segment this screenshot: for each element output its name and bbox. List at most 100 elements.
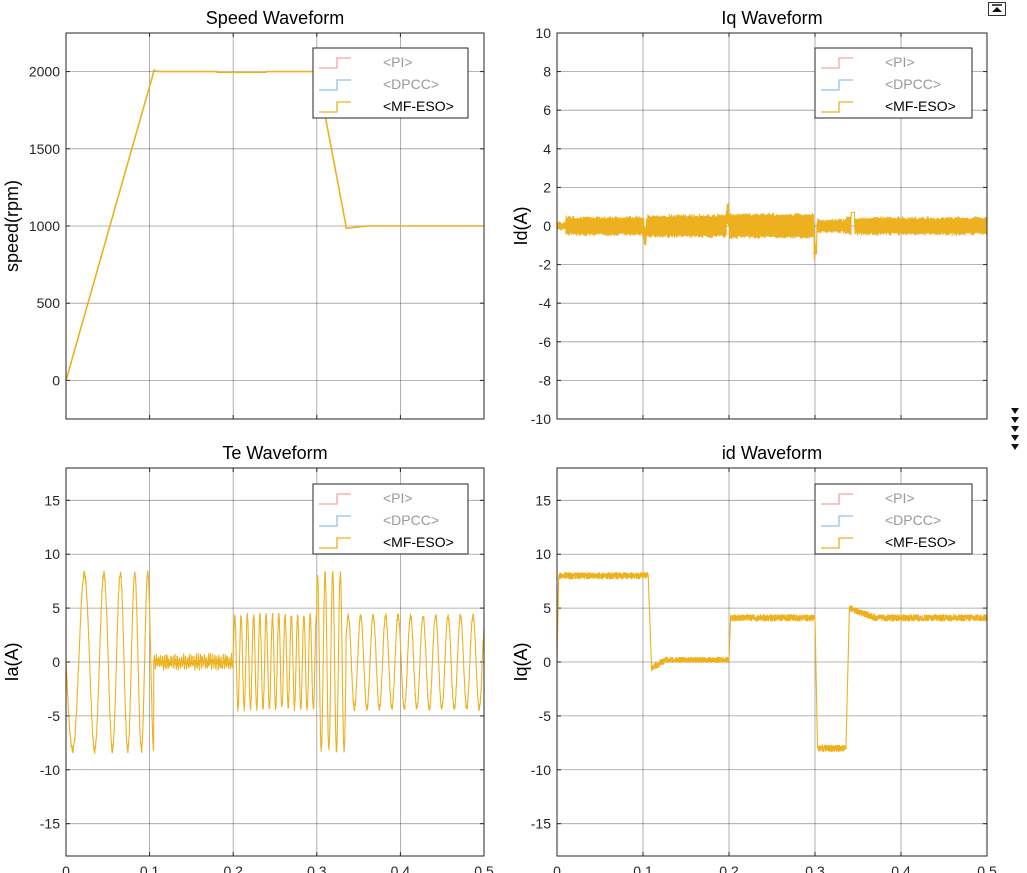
legend-box: [814, 47, 973, 119]
y-tick-label: -10: [40, 762, 60, 778]
y-tick-label: -2: [539, 257, 552, 273]
legend-entry[interactable]: <DPCC>: [885, 512, 941, 528]
chart-title: Speed Waveform: [206, 8, 344, 28]
arrow-down-icon: [1011, 408, 1019, 414]
legend[interactable]: <PI> <DPCC> <MF-ESO>: [312, 483, 469, 555]
expand-button[interactable]: [988, 2, 1006, 16]
x-tick-label: 0.4: [391, 863, 411, 873]
axes-box: [65, 467, 485, 857]
legend[interactable]: <PI> <DPCC> <MF-ESO>: [312, 47, 469, 119]
y-tick-label: 2: [543, 179, 551, 195]
y-tick-label: 500: [37, 295, 61, 311]
y-tick-label: 0: [52, 372, 60, 388]
x-tick-label: 0.3: [307, 863, 327, 873]
legend-box: [814, 483, 973, 555]
legend-entry[interactable]: <PI>: [383, 490, 413, 506]
series-line-mf-eso: [65, 570, 485, 755]
axes-box: [65, 32, 485, 420]
x-tick-label: 0.1: [633, 863, 653, 873]
series-line-mf-eso: [556, 203, 988, 261]
legend-swatch: [821, 515, 853, 527]
y-tick-label: 10: [44, 546, 60, 562]
legend[interactable]: <PI> <DPCC> <MF-ESO>: [814, 483, 973, 555]
legend-entry[interactable]: <DPCC>: [383, 512, 439, 528]
legend-entry[interactable]: <MF-ESO>: [383, 534, 454, 550]
legend-box: [312, 47, 469, 119]
y-tick-label: 5: [543, 600, 551, 616]
chart-panel-4: -15 -10 -5 0 5 10 15 0 0.1 0.2 0.3 0.4 0.5 id Wavefor…: [511, 443, 997, 873]
y-tick-label: -5: [48, 708, 61, 724]
y-tick-label: 15: [44, 492, 60, 508]
y-axis-label: Id(A): [511, 206, 531, 245]
chart-panel-2: -10 -8 -6 -4 -2 0 2 4 6 8 10 Iq Waveform Id(A) <PI> <D…: [511, 8, 988, 427]
y-axis-label: speed(rpm): [2, 180, 22, 272]
legend-entry[interactable]: <PI>: [885, 490, 915, 506]
arrow-down-icon: [1011, 426, 1019, 432]
chart-panel-1: 0 500 1000 1500 2000 Speed Waveform speed(rpm)…: [2, 8, 485, 420]
legend-entry[interactable]: <PI>: [885, 54, 915, 70]
y-axis-label: Iq(A): [511, 642, 531, 681]
legend-entry[interactable]: <MF-ESO>: [383, 98, 454, 114]
y-tick-label: -5: [539, 708, 552, 724]
legend-swatch: [319, 101, 351, 113]
legend-entry[interactable]: <DPCC>: [885, 76, 941, 92]
x-tick-label: 0: [62, 863, 70, 873]
chart-title: Iq Waveform: [721, 8, 822, 28]
y-tick-label: -15: [40, 816, 60, 832]
legend-swatch: [821, 101, 853, 113]
y-tick-label: -6: [539, 334, 552, 350]
legend-swatch: [319, 515, 351, 527]
expand-up-icon: [992, 4, 1002, 12]
y-tick-label: 0: [543, 218, 551, 234]
y-tick-label: -10: [531, 762, 551, 778]
arrow-down-icon: [1011, 444, 1019, 450]
legend-swatch: [821, 537, 853, 549]
legend-swatch: [319, 537, 351, 549]
legend-swatch: [821, 57, 853, 69]
y-tick-label: -10: [531, 411, 551, 427]
y-tick-label: 0: [543, 654, 551, 670]
y-tick-label: 0: [52, 654, 60, 670]
y-tick-label: 1500: [29, 141, 60, 157]
legend-box: [312, 483, 469, 555]
x-tick-label: 0: [553, 863, 561, 873]
x-tick-label: 0.5: [474, 863, 494, 873]
x-tick-label: 0.4: [891, 863, 911, 873]
overflow-arrows[interactable]: [1011, 408, 1023, 453]
x-tick-label: 0.2: [223, 863, 243, 873]
y-tick-label: 1000: [29, 218, 60, 234]
y-tick-label: 15: [535, 492, 551, 508]
x-tick-label: 0.5: [977, 863, 997, 873]
arrow-down-icon: [1011, 417, 1019, 423]
y-tick-label: 6: [543, 102, 551, 118]
chart-title: id Waveform: [722, 443, 822, 463]
x-tick-label: 0.3: [805, 863, 825, 873]
axes-box: [556, 32, 988, 420]
series-line-mf-eso: [556, 572, 988, 752]
y-tick-label: 10: [535, 546, 551, 562]
y-tick-label: 5: [52, 600, 60, 616]
y-tick-label: 8: [543, 64, 551, 80]
axes-box: [556, 467, 988, 857]
legend-entry[interactable]: <DPCC>: [383, 76, 439, 92]
chart-panel-3: -15 -10 -5 0 5 10 15 0 0.1 0.2 0.3 0.4 0.5 Te Wavefor…: [2, 443, 494, 873]
y-tick-label: 4: [543, 141, 551, 157]
legend-entry[interactable]: <PI>: [383, 54, 413, 70]
x-tick-label: 0.1: [140, 863, 160, 873]
y-tick-label: -15: [531, 816, 551, 832]
legend-entry[interactable]: <MF-ESO>: [885, 534, 956, 550]
x-tick-label: 0.2: [719, 863, 739, 873]
legend-entry[interactable]: <MF-ESO>: [885, 98, 956, 114]
y-tick-label: 10: [535, 25, 551, 41]
legend-swatch: [319, 57, 351, 69]
y-tick-label: -8: [539, 372, 552, 388]
y-tick-label: 2000: [29, 64, 60, 80]
legend[interactable]: <PI> <DPCC> <MF-ESO>: [814, 47, 973, 119]
y-tick-label: -4: [539, 295, 552, 311]
chart-title: Te Waveform: [222, 443, 327, 463]
series-line-mf-eso: [65, 69, 485, 381]
legend-swatch: [319, 79, 351, 91]
y-axis-label: Ia(A): [2, 642, 22, 681]
legend-swatch: [821, 493, 853, 505]
